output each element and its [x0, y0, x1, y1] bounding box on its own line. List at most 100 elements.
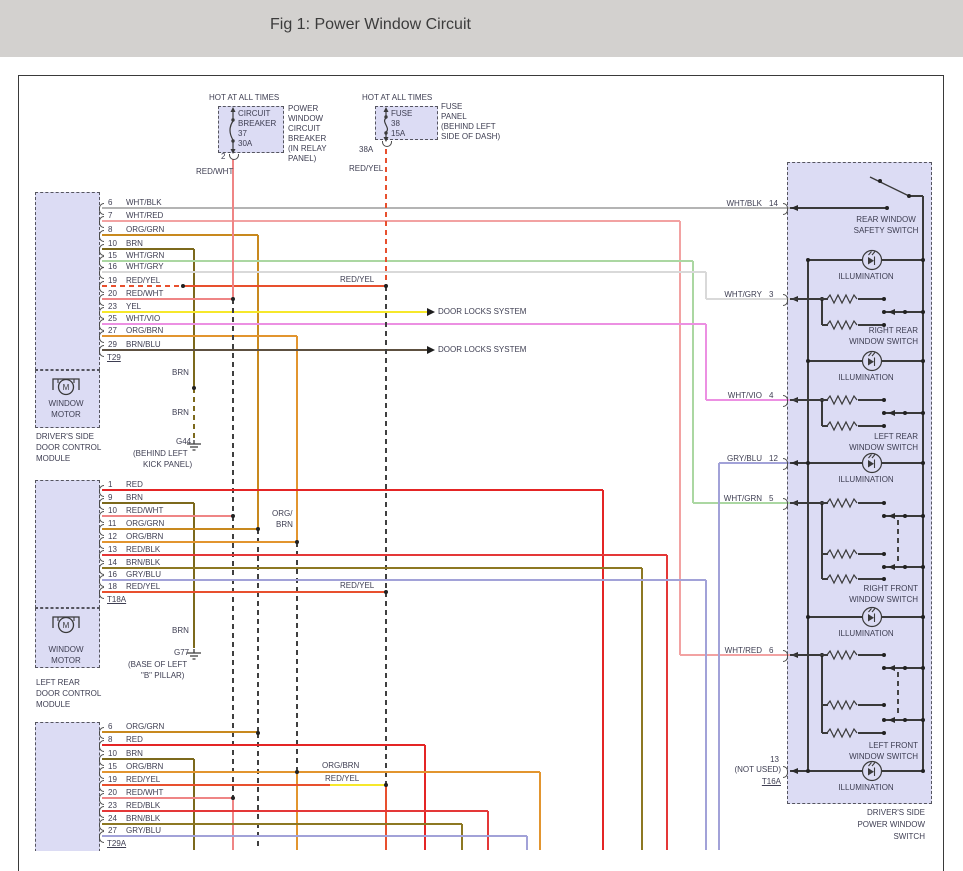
wire-color-label: ORG/GRN	[126, 722, 165, 731]
wire-blk	[858, 502, 884, 504]
junction-dot	[921, 615, 925, 619]
annotation: "B" PILLAR)	[141, 671, 185, 680]
module-name: DOOR CONTROL	[36, 689, 102, 698]
resistor-icon	[826, 293, 858, 305]
illumination-lamp-icon	[861, 350, 883, 372]
door-locks-arrow-icon	[427, 346, 435, 354]
arrow-left-icon	[791, 204, 798, 211]
illumination-lamp-icon	[861, 452, 883, 474]
wire-color-label: WHT/GRN	[723, 494, 762, 503]
pin-number: 19	[108, 276, 117, 285]
wire-color-label: WHT/VIO	[727, 391, 762, 400]
pin-socket	[99, 727, 104, 739]
window-motor-icon: M	[52, 378, 80, 396]
ground-icon	[187, 649, 201, 660]
junction-dot	[921, 769, 925, 773]
pin-socket	[99, 319, 104, 331]
resistor-icon	[826, 573, 858, 585]
wire-org-brn	[296, 336, 298, 542]
component-box	[35, 192, 100, 370]
wire-blk	[858, 704, 884, 706]
wire-red-yel	[102, 784, 386, 786]
wire-blk	[790, 399, 828, 401]
junction-dot	[903, 666, 907, 670]
pin-number: 19	[108, 775, 117, 784]
wire-brn	[102, 758, 194, 760]
component-box	[787, 162, 932, 804]
annotation: HOT AT ALL TIMES	[209, 93, 280, 102]
annotation: 38A	[359, 145, 374, 154]
wire-red-yel	[183, 285, 386, 287]
figure-title-bar: Fig 1: Power Window Circuit	[0, 0, 963, 57]
wire-color-label: RED/WHT	[126, 506, 164, 515]
pin-number: 6	[108, 198, 113, 207]
wire-blk	[822, 732, 828, 734]
illumination-label: ILLUMINATION	[838, 272, 894, 281]
junction-dot	[295, 540, 299, 544]
pin-number: 12	[108, 532, 117, 541]
junction-dot	[882, 703, 886, 707]
wire-org-grn	[257, 235, 259, 529]
wire-wht-grn	[102, 260, 693, 262]
wire-color-label: BRN/BLK	[126, 814, 161, 823]
annotation: RED/WHT	[196, 167, 234, 176]
wire-yel	[330, 784, 386, 786]
door-locks-label: DOOR LOCKS SYSTEM	[438, 307, 527, 316]
annotation: PANEL)	[288, 154, 317, 163]
wire-blk	[858, 298, 884, 300]
junction-dot	[921, 718, 925, 722]
wire-gry-blu	[705, 580, 707, 850]
junction-dot	[384, 590, 388, 594]
wire-blk	[858, 425, 884, 427]
pin-socket	[99, 831, 104, 843]
wire-color-label: RED/YEL	[126, 276, 161, 285]
resistor-icon	[826, 394, 858, 406]
annotation: BREAKER	[238, 119, 277, 128]
wire-wht-gry	[706, 298, 790, 300]
pin-number: 16	[108, 570, 117, 579]
pin-socket	[99, 563, 104, 575]
pin-number: 13	[108, 545, 117, 554]
pin-socket	[229, 154, 239, 160]
junction-dot	[882, 565, 886, 569]
junction-dot	[921, 666, 925, 670]
junction-dot	[882, 501, 886, 505]
wire-red-blk	[102, 810, 488, 812]
pin-number: 1	[108, 480, 113, 489]
pin-socket	[99, 767, 104, 779]
wire-red-wht	[102, 797, 233, 799]
pin-number: 5	[769, 494, 774, 503]
wire-blk	[858, 578, 884, 580]
pin-number: 15	[108, 251, 117, 260]
annotation: POWER	[288, 104, 319, 113]
wire-color-label: GRY/BLU	[126, 570, 161, 579]
wire-dash	[385, 286, 387, 592]
wire-org-brn	[102, 541, 297, 543]
annotation: ORG/	[272, 509, 293, 518]
module-name: MODULE	[36, 454, 71, 463]
junction-dot	[882, 323, 886, 327]
wire-red	[602, 490, 604, 850]
pin-number: 15	[108, 762, 117, 771]
wire-blk	[790, 462, 923, 464]
pin-socket	[99, 524, 104, 536]
wire-blk	[858, 324, 884, 326]
wire-blk	[822, 704, 828, 706]
wire-org-grn	[102, 731, 258, 733]
arrow-left-icon	[888, 563, 895, 570]
wire-brn-blk	[102, 567, 642, 569]
annotation: ORG/BRN	[322, 761, 360, 770]
pin-number: 6	[108, 722, 113, 731]
safety-switch-label: SAFETY SWITCH	[853, 226, 919, 235]
wire-brn	[102, 248, 194, 250]
annotation: BRN	[172, 626, 189, 635]
pin-socket	[382, 141, 392, 147]
wire-color-label: GRY/BLU	[727, 454, 762, 463]
annotation: BREAKER	[288, 134, 327, 143]
junction-dot	[384, 284, 388, 288]
resistor-icon	[826, 319, 858, 331]
wire-color-label: RED/BLK	[126, 545, 161, 554]
junction-dot	[806, 258, 810, 262]
wire-brn-blk	[461, 824, 463, 850]
ground-icon	[187, 440, 201, 451]
